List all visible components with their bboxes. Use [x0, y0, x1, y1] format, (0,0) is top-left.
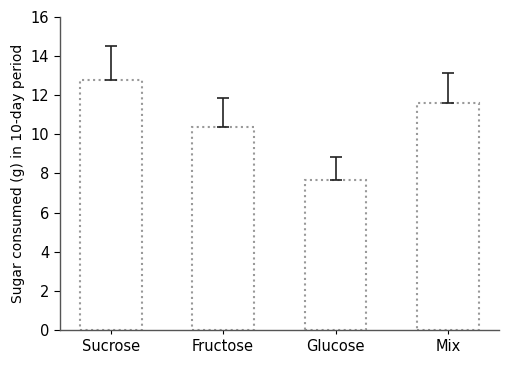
Bar [304, 180, 366, 330]
Bar [79, 80, 142, 330]
Bar [416, 103, 478, 330]
Y-axis label: Sugar consumed (g) in 10-day period: Sugar consumed (g) in 10-day period [11, 44, 25, 303]
Bar [192, 127, 253, 330]
